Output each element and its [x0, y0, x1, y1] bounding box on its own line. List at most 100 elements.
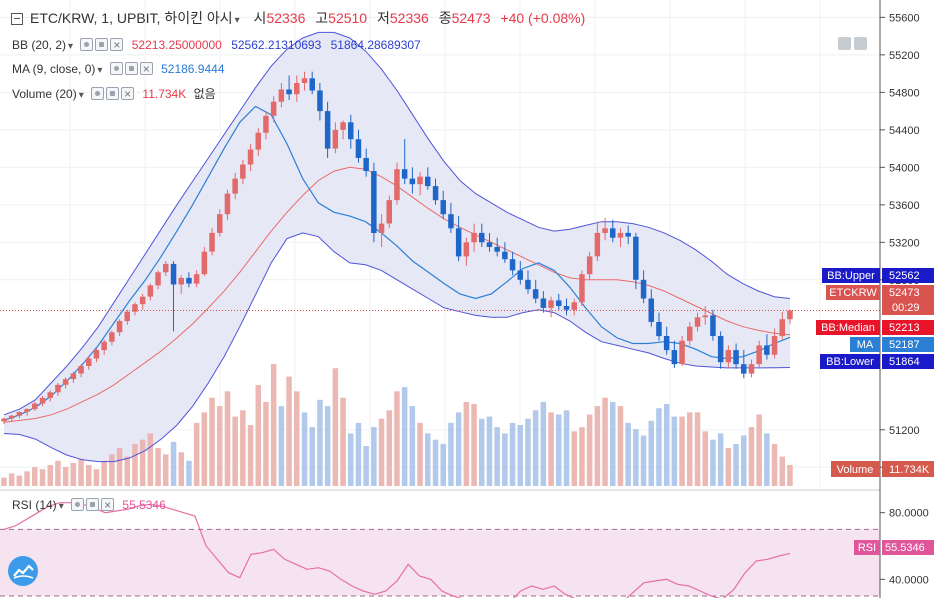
close-icon[interactable] — [110, 36, 124, 54]
symbol-title: ETC/KRW, 1, UPBIT, 하이킨 아시 — [30, 10, 233, 26]
price-tick-label: 53600 — [889, 200, 920, 212]
candle-body — [232, 178, 238, 194]
volume-bar — [263, 401, 269, 486]
volume-bar — [417, 422, 423, 486]
volume-bar — [55, 460, 61, 486]
volume-bar — [232, 416, 238, 486]
volume-legend-title[interactable]: Volume (20) — [12, 87, 77, 101]
volume-bar — [579, 427, 585, 486]
candle-body — [163, 263, 169, 273]
candle-body — [725, 350, 732, 363]
bb-upper-value: 52562.21310693 — [231, 38, 322, 52]
volume-bar — [178, 452, 184, 486]
candle-body — [479, 232, 485, 243]
candle-body — [563, 306, 570, 310]
collapse-icon[interactable] — [11, 13, 23, 25]
svg-text:Volume: Volume — [837, 464, 874, 476]
volume-bar — [93, 469, 100, 486]
volume-bar — [471, 404, 477, 486]
rsi-legend-title[interactable]: RSI (14) — [12, 498, 57, 512]
chevron-down-icon[interactable]: ▾ — [68, 41, 74, 52]
chevron-down-icon[interactable]: ▾ — [97, 65, 103, 76]
volume-bar — [109, 454, 115, 486]
close-icon[interactable] — [121, 85, 135, 103]
ma-legend-title[interactable]: MA (9, close, 0) — [12, 62, 96, 76]
bb-median-value: 52213.25000000 — [131, 38, 222, 52]
volume-bar — [209, 397, 215, 486]
volume-bar — [679, 416, 685, 486]
candle-body — [286, 89, 292, 95]
candle-body — [494, 247, 500, 252]
volume-bar — [663, 404, 670, 486]
candle-body — [663, 336, 670, 351]
chevron-down-icon[interactable]: ▾ — [78, 90, 84, 101]
volume-bar — [733, 443, 739, 486]
candle-body — [378, 223, 385, 233]
chevron-down-icon[interactable]: ▾ — [58, 501, 64, 512]
eye-icon[interactable] — [80, 38, 94, 51]
close-icon[interactable] — [139, 60, 153, 78]
volume-bar — [571, 431, 577, 486]
volume-bar — [525, 418, 531, 486]
candle-body — [317, 90, 323, 112]
volume-bar — [394, 391, 400, 486]
svg-text:BB:Median: BB:Median — [821, 322, 875, 334]
volume-bar — [748, 427, 755, 486]
candle-body — [610, 228, 616, 238]
candle-body — [417, 176, 423, 185]
tradingview-logo-icon[interactable] — [8, 556, 38, 586]
volume-bar — [687, 412, 693, 486]
eye-icon[interactable] — [71, 498, 85, 511]
volume-bar — [486, 416, 493, 486]
rsi-legend: RSI (14)▾ 55.5346 — [12, 496, 166, 514]
maximize-pane-icon[interactable] — [854, 37, 867, 50]
gear-icon[interactable] — [106, 87, 120, 100]
bb-lower-line — [3, 232, 791, 463]
volume-bar — [640, 435, 647, 486]
gear-icon[interactable] — [95, 38, 109, 51]
candle-body — [1, 418, 7, 422]
candle-body — [270, 101, 277, 116]
svg-text:BB:Upper: BB:Upper — [827, 270, 875, 282]
price-tick-label: 53200 — [889, 237, 920, 249]
chevron-down-icon[interactable]: ▾ — [234, 15, 240, 26]
volume-bar — [432, 439, 439, 486]
volume-bar — [440, 443, 446, 486]
volume-bar — [170, 441, 177, 486]
gear-icon[interactable] — [124, 62, 138, 75]
volume-bar — [548, 412, 554, 486]
candle-body — [278, 89, 285, 102]
candle-body — [224, 193, 231, 215]
volume-bar — [617, 406, 624, 486]
bb-legend-title[interactable]: BB (20, 2) — [12, 38, 67, 52]
candles — [1, 71, 793, 425]
volume-bar — [101, 460, 107, 486]
volume-bar — [363, 446, 369, 486]
volume-bar — [594, 406, 601, 486]
volume-bar — [240, 410, 246, 486]
candle-body — [363, 158, 369, 172]
volume-bar — [247, 425, 254, 486]
candle-body — [109, 332, 115, 342]
candle-body — [294, 83, 300, 95]
candle-body — [617, 232, 624, 238]
volume-bar — [332, 368, 339, 486]
volume-bar — [517, 425, 523, 486]
ma-legend: MA (9, close, 0)▾ 52186.9444 — [12, 60, 225, 78]
eye-icon[interactable] — [109, 62, 123, 75]
candle-body — [448, 214, 454, 229]
countdown-timer: 00:29 — [892, 302, 920, 314]
candle-body — [178, 277, 184, 285]
eye-icon[interactable] — [91, 87, 105, 100]
candle-body — [594, 232, 601, 257]
volume-bar — [563, 410, 570, 486]
low-value: 52336 — [389, 10, 429, 26]
volume-bar — [648, 420, 654, 486]
minimize-pane-icon[interactable] — [838, 37, 851, 50]
gear-icon[interactable] — [86, 498, 100, 511]
volume-bar — [656, 408, 662, 486]
volume-bar — [509, 422, 516, 486]
volume-bar — [270, 364, 277, 486]
close-icon[interactable] — [101, 496, 115, 514]
